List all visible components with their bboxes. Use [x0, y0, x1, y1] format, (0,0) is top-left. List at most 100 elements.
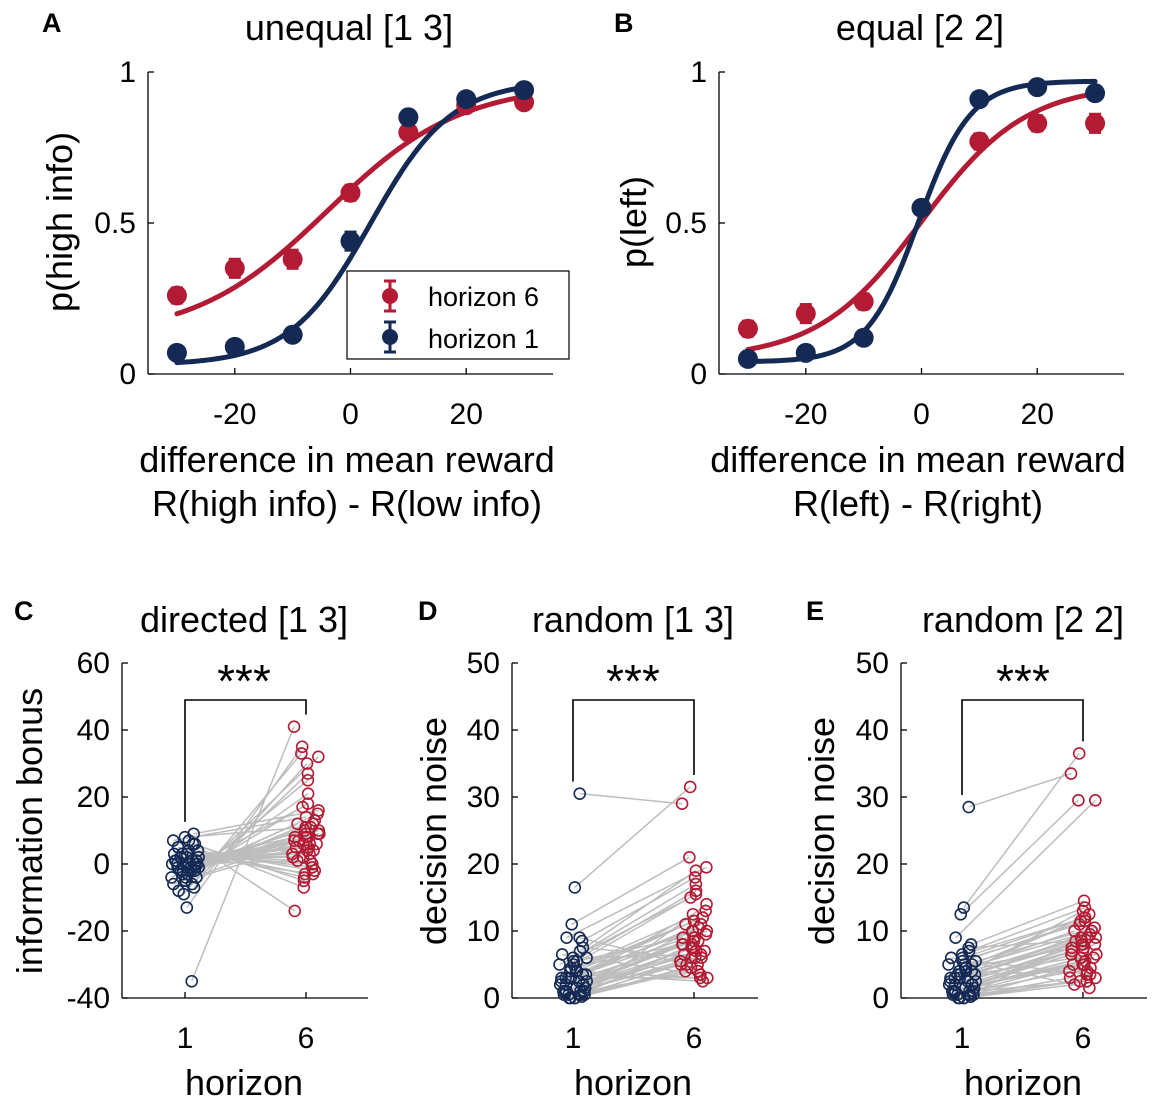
pair-line [579, 936, 687, 966]
data-point-horizon-6 [1089, 794, 1102, 807]
data-point-horizon-1 [955, 981, 969, 995]
data-point-horizon-1 [560, 931, 573, 945]
data-point-horizon-6 [340, 182, 361, 203]
data-point-horizon-6 [301, 773, 315, 787]
y-tick-label-40: 40 [77, 714, 110, 747]
data-point-horizon-6 [312, 750, 325, 764]
data-point-horizon-6 [1077, 894, 1091, 908]
y-tick-label-10: 10 [856, 915, 889, 948]
pair-line [961, 963, 1083, 989]
data-point-horizon-6 [297, 874, 311, 888]
data-point-horizon-1 [853, 327, 874, 348]
horizon-6-points [674, 780, 714, 988]
pair-line [193, 762, 308, 888]
panel-e-axes: 0 10 20 30 40 50 1 6 [856, 647, 1147, 1055]
panel-c-ylabel: information bonus [9, 688, 50, 974]
pair-line [580, 943, 693, 996]
panel-b-data [737, 77, 1106, 369]
panel-a-legend: horizon 6 horizon 1 [346, 270, 570, 360]
data-point-horizon-6 [303, 837, 317, 851]
data-point-horizon-6 [1082, 907, 1096, 921]
data-point-horizon-6 [305, 861, 319, 874]
panel-e-data [942, 747, 1103, 1005]
pair-line [581, 903, 707, 998]
data-point-horizon-1 [737, 348, 758, 369]
pair-line [954, 940, 1082, 979]
y-tick-label-10: 10 [467, 915, 500, 948]
data-point-horizon-6 [303, 854, 317, 867]
pair-line [560, 920, 695, 982]
pair-line [965, 953, 1072, 989]
pair-line [586, 953, 702, 959]
data-point-horizon-1 [954, 907, 968, 921]
data-point-horizon-6 [297, 881, 311, 894]
data-point-horizon-6 [1068, 924, 1081, 938]
panel-b-xlabel-line2: R(left) - R(right) [793, 483, 1043, 524]
panel-d-data [553, 780, 714, 1005]
pair-line [188, 839, 296, 912]
data-point-horizon-1 [962, 941, 975, 955]
data-point-horizon-6 [691, 964, 705, 978]
pair-line [191, 839, 299, 872]
data-point-horizon-1 [340, 231, 361, 252]
x-tick-label-20: -20 [213, 398, 256, 431]
pair-line [584, 970, 698, 993]
data-point-horizon-6 [698, 944, 711, 958]
data-point-horizon-6 [300, 757, 314, 770]
panel-d: D random [1 3] decision noise horizon 0 1… [413, 596, 758, 1100]
pair-line [198, 856, 314, 875]
pair-line [962, 916, 1086, 959]
panel-c: C directed [1 3] information bonus horiz… [9, 596, 368, 1100]
panel-a: A unequal [1 3] p(high info) difference … [39, 7, 570, 524]
data-point-horizon-6 [680, 958, 693, 971]
data-point-horizon-6 [686, 907, 700, 921]
data-point-horizon-6 [1085, 113, 1106, 134]
data-point-horizon-1 [192, 850, 205, 864]
y-tick-label-20: -20 [67, 915, 110, 948]
data-point-horizon-1 [178, 830, 192, 844]
data-point-horizon-6 [689, 877, 703, 891]
data-point-horizon-1 [560, 984, 573, 998]
data-point-horizon-6 [1083, 981, 1096, 995]
data-point-horizon-6 [1083, 968, 1097, 981]
data-point-horizon-1 [167, 847, 181, 861]
data-point-horizon-6 [1089, 931, 1103, 945]
pair-line [193, 809, 319, 835]
y-tick-label-0: 0 [119, 358, 136, 391]
data-point-horizon-6 [1090, 948, 1103, 961]
pair-line [576, 970, 701, 979]
data-point-horizon-6 [1064, 767, 1078, 780]
data-point-horizon-6 [288, 904, 302, 918]
data-point-horizon-6 [313, 827, 326, 841]
data-point-horizon-6 [295, 747, 308, 760]
data-point-horizon-6 [1080, 964, 1094, 978]
x-tick-label-1: 1 [565, 1022, 582, 1055]
data-point-horizon-6 [679, 964, 692, 978]
data-point-horizon-6 [691, 934, 705, 948]
x-tick-label-20: 20 [1021, 398, 1054, 431]
data-point-horizon-6 [1065, 941, 1079, 955]
data-point-horizon-1 [953, 968, 967, 981]
data-point-horizon-6 [292, 834, 305, 847]
horizon-6-points [1063, 747, 1103, 995]
pair-line [968, 906, 1086, 952]
pair-line [970, 900, 1085, 946]
data-point-horizon-6 [287, 720, 301, 733]
pair-line [572, 883, 697, 959]
data-point-horizon-6 [683, 780, 697, 794]
pair-line [968, 940, 1076, 949]
data-point-horizon-6 [1069, 934, 1082, 948]
panel-c-data [165, 720, 326, 988]
data-point-horizon-1 [564, 961, 578, 975]
data-point-horizon-6 [694, 968, 707, 981]
panel-a-xlabel-line1: difference in mean reward [139, 439, 555, 480]
data-point-horizon-1 [573, 931, 586, 945]
panel-a-xlabel-line2: R(high info) - R(low info) [152, 483, 542, 524]
data-point-horizon-1 [176, 857, 190, 871]
data-point-horizon-6 [1027, 113, 1048, 134]
data-point-horizon-6 [224, 258, 245, 279]
panel-b-title: equal [2 2] [836, 7, 1004, 48]
horizon-1-points [553, 787, 593, 1005]
data-point-horizon-1 [514, 80, 535, 101]
x-tick-label-6: 6 [298, 1022, 315, 1055]
